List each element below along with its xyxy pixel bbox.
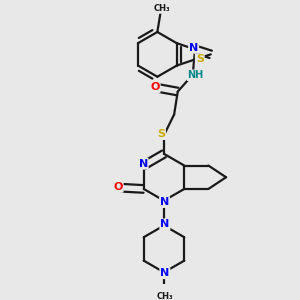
Text: S: S <box>196 54 204 64</box>
Text: NH: NH <box>188 70 204 80</box>
Text: O: O <box>113 182 123 192</box>
Text: N: N <box>160 268 170 278</box>
Text: N: N <box>139 159 148 169</box>
Text: N: N <box>189 43 198 53</box>
Text: CH₃: CH₃ <box>157 292 173 300</box>
Text: N: N <box>160 219 170 229</box>
Text: CH₃: CH₃ <box>154 4 171 13</box>
Text: S: S <box>157 129 165 139</box>
Text: N: N <box>160 197 169 207</box>
Text: O: O <box>150 82 160 92</box>
